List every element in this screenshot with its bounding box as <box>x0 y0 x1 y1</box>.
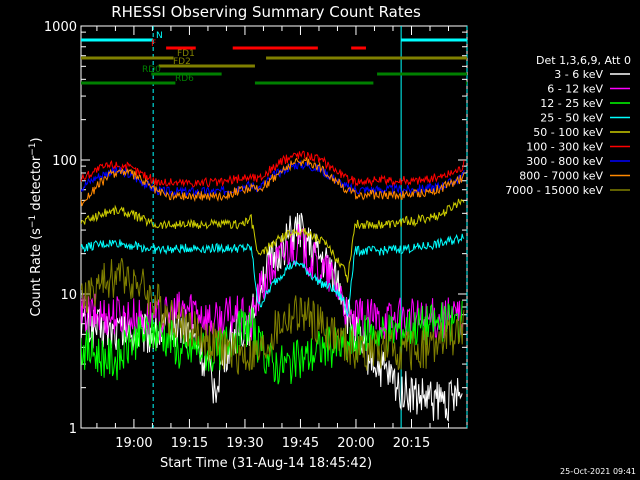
x-axis-title: Start Time (31-Aug-14 18:45:42) <box>160 456 372 471</box>
plot-frame <box>80 25 468 429</box>
flag-label-fd2: FD2 <box>173 57 191 67</box>
flag-label-rd0: RD0 <box>142 65 161 75</box>
legend-label: 6 - 12 keV <box>547 83 603 96</box>
x-tick-label: 19:00 <box>115 436 152 451</box>
plot-area <box>80 25 468 429</box>
x-tick-label: 20:15 <box>393 436 430 451</box>
series-line-50-100-kev <box>81 198 465 283</box>
legend: Det 1,3,6,9, Att 0 3 - 6 keV 6 - 12 keV12… <box>505 54 631 197</box>
series-line-6-12-kev <box>81 224 463 343</box>
y-tick-label: 10 <box>60 288 77 303</box>
series-group <box>81 150 465 423</box>
legend-label: 800 - 7000 keV <box>519 170 603 183</box>
y-tick-label: 1000 <box>44 20 77 35</box>
y-tick-label: 100 <box>52 154 77 169</box>
x-tick-label: 20:00 <box>337 436 374 451</box>
legend-label: 25 - 50 keV <box>540 112 603 125</box>
legend-label: 12 - 25 keV <box>540 97 603 110</box>
legend-label: 7000 - 15000 keV <box>505 184 603 197</box>
y-tick-label: 1 <box>69 422 77 437</box>
legend-header: Det 1,3,6,9, Att 0 <box>536 54 631 67</box>
flag-label-f: F <box>151 39 156 49</box>
y-axis-title: Count Rate (s−1 detector−1) <box>28 137 44 316</box>
flag-label-rd6: RD6 <box>175 74 194 84</box>
x-tick-label: 19:45 <box>282 436 319 451</box>
legend-label: 3 - 6 keV <box>554 68 603 81</box>
footer-timestamp: 25-Oct-2021 09:41 <box>560 467 636 476</box>
series-line-7000-15000-kev <box>81 257 465 375</box>
legend-label: 300 - 800 keV <box>526 155 603 168</box>
x-tick-label: 19:15 <box>171 436 208 451</box>
flag-label-n: N <box>156 31 163 41</box>
legend-label: 50 - 100 keV <box>533 126 603 139</box>
chart-title: RHESSI Observing Summary Count Rates <box>111 3 421 21</box>
legend-label: 100 - 300 keV <box>526 141 603 154</box>
series-line-12-25-kev <box>81 300 463 385</box>
series-line-25-50-kev <box>81 233 465 317</box>
x-tick-label: 19:30 <box>226 436 263 451</box>
series-line-100-300-kev <box>81 150 465 188</box>
series-line-800-7000-kev <box>81 157 465 207</box>
flag-label-fd1: FD1 <box>177 49 195 59</box>
